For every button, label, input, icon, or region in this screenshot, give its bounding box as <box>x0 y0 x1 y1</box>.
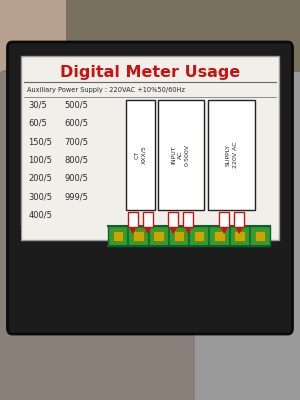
Bar <box>184 212 193 227</box>
Bar <box>0 72 195 400</box>
Text: 700/5: 700/5 <box>64 137 88 146</box>
Text: SUPPLY
220V AC: SUPPLY 220V AC <box>226 142 238 168</box>
Text: Auxiliary Power Supply : 220VAC +10%50/60Hz: Auxiliary Power Supply : 220VAC +10%50/6… <box>27 87 185 93</box>
Text: 300/5: 300/5 <box>28 192 52 201</box>
Bar <box>220 212 229 227</box>
Bar <box>126 100 154 210</box>
FancyBboxPatch shape <box>8 42 292 334</box>
Text: 400/5: 400/5 <box>28 211 52 220</box>
Bar <box>214 231 225 241</box>
Text: 30/5: 30/5 <box>28 100 47 109</box>
Bar <box>128 212 137 227</box>
Text: 500/5: 500/5 <box>64 100 88 109</box>
Bar <box>108 226 270 246</box>
Text: 600/5: 600/5 <box>64 119 88 128</box>
Text: 150/5: 150/5 <box>28 137 52 146</box>
Bar <box>21 56 279 240</box>
Bar <box>255 231 265 241</box>
Text: CT
XXX/5: CT XXX/5 <box>134 146 146 164</box>
Bar <box>113 231 123 241</box>
Text: 999/5: 999/5 <box>64 192 88 201</box>
Text: Digital Meter Usage: Digital Meter Usage <box>60 64 240 80</box>
Bar <box>194 231 204 241</box>
Text: 200/5: 200/5 <box>28 174 52 183</box>
Polygon shape <box>0 0 66 72</box>
Text: 60/5: 60/5 <box>28 119 47 128</box>
Bar <box>12 226 21 240</box>
Bar <box>143 212 152 227</box>
Bar <box>158 100 204 210</box>
Bar <box>0 0 300 72</box>
Bar <box>174 231 184 241</box>
Bar <box>195 72 300 400</box>
Text: 800/5: 800/5 <box>64 156 88 164</box>
Bar <box>153 231 164 241</box>
Text: 100/5: 100/5 <box>28 156 52 164</box>
Text: INPUT
AC
0-500V: INPUT AC 0-500V <box>172 144 190 166</box>
Bar <box>235 212 244 227</box>
Bar <box>169 212 178 227</box>
Bar <box>0 328 300 400</box>
Bar <box>234 231 245 241</box>
Text: 900/5: 900/5 <box>64 174 88 183</box>
Bar <box>208 100 255 210</box>
Bar <box>133 231 144 241</box>
